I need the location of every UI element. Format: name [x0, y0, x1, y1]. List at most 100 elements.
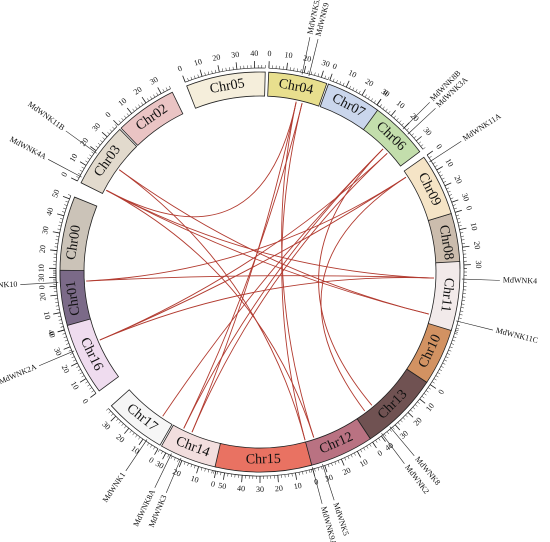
minor-tick — [296, 68, 298, 72]
minor-tick — [433, 378, 437, 381]
minor-tick — [173, 457, 176, 461]
minor-tick — [71, 356, 75, 359]
link — [191, 101, 297, 433]
minor-tick — [412, 406, 416, 410]
tick-mark — [241, 475, 243, 483]
minor-tick — [439, 369, 443, 371]
minor-tick — [58, 319, 62, 321]
tick-label: 0 — [47, 331, 57, 337]
minor-tick — [410, 409, 413, 413]
tick-label: 20 — [412, 416, 424, 428]
minor-tick — [63, 336, 67, 338]
tick-label: 50 — [50, 188, 61, 199]
scale-arc — [268, 67, 329, 81]
minor-tick — [124, 115, 127, 119]
tick-mark — [57, 329, 65, 333]
tick-mark — [63, 346, 71, 350]
minor-tick — [85, 381, 89, 384]
minor-tick — [450, 197, 454, 200]
minor-tick — [66, 343, 70, 345]
tick-label: 0 — [59, 171, 69, 179]
scale-arc — [63, 326, 97, 394]
gene-pointer — [389, 426, 415, 457]
gene-label: MdWNK4 — [503, 275, 538, 285]
scale-arc — [214, 468, 313, 477]
tick-mark — [52, 231, 60, 234]
minor-tick — [452, 339, 456, 342]
tick-label: 30 — [321, 58, 331, 69]
tick-mark — [407, 412, 414, 418]
gene-pointer — [407, 108, 436, 135]
scale-arc — [372, 384, 431, 443]
tick-label: 10 — [347, 68, 358, 80]
minor-tick — [102, 137, 106, 140]
minor-tick — [194, 75, 196, 79]
minor-tick — [386, 431, 390, 435]
chromosome-band — [427, 261, 461, 331]
scale-arc — [118, 88, 171, 126]
chromosome: Chr05 0 10 20 30 40 — [176, 49, 266, 109]
minor-tick — [57, 228, 61, 230]
tick-mark — [70, 362, 78, 367]
minor-tick — [442, 362, 446, 365]
tick-mark — [235, 62, 238, 70]
minor-tick — [446, 187, 450, 190]
minor-tick — [222, 68, 224, 72]
minor-tick — [396, 118, 399, 121]
chromosome-band — [110, 389, 173, 446]
minor-tick — [147, 98, 150, 102]
minor-tick — [79, 169, 83, 172]
gene-pointer — [38, 350, 75, 367]
minor-tick — [77, 369, 81, 371]
tick-label: 40 — [237, 484, 246, 494]
tick-mark — [90, 393, 97, 398]
chromosome: Chr04 0 10 20 30 — [267, 49, 331, 107]
link — [106, 189, 434, 279]
tick-mark — [376, 98, 382, 106]
minor-tick — [432, 162, 436, 165]
minor-tick — [305, 470, 307, 474]
tick-mark — [154, 448, 159, 455]
minor-tick — [324, 75, 326, 79]
tick-label: 0 — [80, 397, 90, 406]
minor-tick — [397, 422, 401, 425]
gene-label: MdWNK10 — [0, 280, 18, 291]
minor-tick — [106, 408, 109, 411]
minor-tick — [190, 464, 193, 468]
tick-label: 30 — [154, 459, 165, 471]
link — [86, 275, 434, 282]
tick-label: 10 — [395, 98, 407, 110]
minor-tick — [420, 144, 424, 147]
gene-pointer — [154, 453, 172, 488]
tick-label: 30 — [37, 274, 46, 282]
minor-tick — [456, 324, 461, 326]
minor-tick — [441, 177, 445, 180]
minor-tick — [327, 464, 330, 468]
link — [281, 103, 306, 441]
tick-mark — [381, 435, 386, 442]
minor-tick — [76, 365, 80, 368]
tick-label: 50 — [218, 481, 227, 491]
gene-label: MdWNK11B — [26, 100, 66, 133]
tick-label: 0 — [104, 110, 113, 119]
tick-label: 20 — [132, 85, 144, 97]
minor-tick — [460, 307, 464, 309]
minor-tick — [350, 454, 353, 458]
minor-tick — [138, 104, 141, 108]
minor-tick — [97, 142, 101, 146]
minor-tick — [207, 71, 210, 75]
tick-mark — [356, 451, 362, 458]
tick-label: 10 — [424, 401, 436, 413]
tick-mark — [138, 438, 144, 446]
minor-tick — [400, 419, 403, 423]
minor-tick — [100, 140, 103, 143]
gene-pointer — [322, 464, 335, 501]
gene-pointer — [47, 159, 82, 178]
tick-mark — [110, 415, 117, 422]
minor-tick — [440, 365, 444, 368]
minor-tick — [327, 76, 330, 80]
minor-tick — [455, 331, 459, 333]
tick-mark — [62, 196, 70, 200]
